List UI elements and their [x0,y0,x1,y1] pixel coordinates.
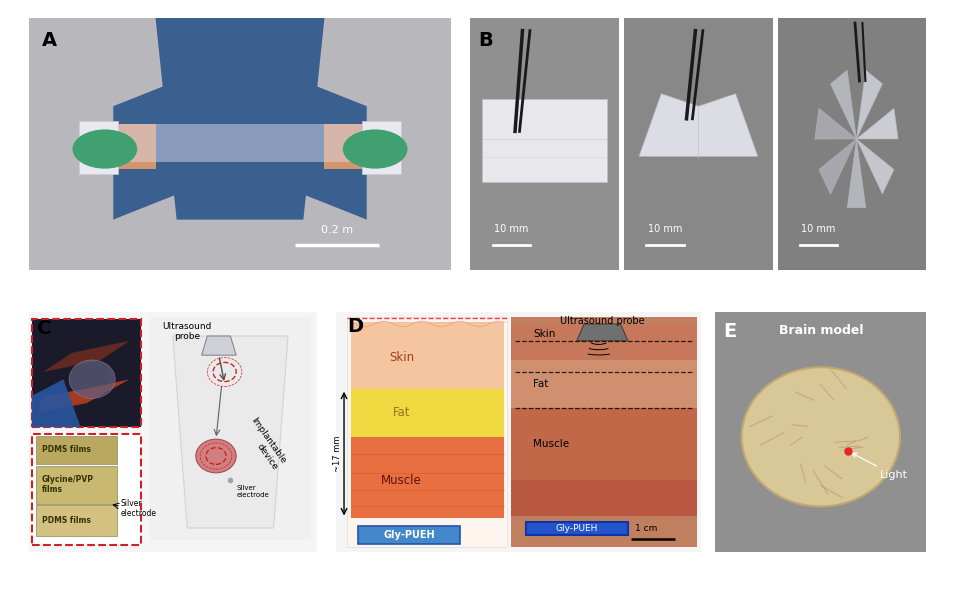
Polygon shape [715,312,926,552]
Polygon shape [303,81,367,220]
Polygon shape [470,18,619,270]
Text: Skin: Skin [389,351,414,364]
Polygon shape [80,121,117,174]
Polygon shape [624,18,773,270]
Text: A: A [41,31,57,50]
Text: Skin: Skin [533,329,556,338]
Text: Silver
electrode: Silver electrode [121,499,156,518]
Text: ~17 mm: ~17 mm [333,436,343,472]
Text: Ultrasound
probe: Ultrasound probe [162,322,212,341]
Polygon shape [511,317,697,547]
Text: PDMS films: PDMS films [42,445,90,455]
Text: Light: Light [852,453,908,480]
Polygon shape [511,324,697,360]
Polygon shape [482,98,608,182]
Polygon shape [173,336,288,528]
Text: Muscle: Muscle [533,439,569,449]
Circle shape [69,360,115,398]
Polygon shape [350,389,504,437]
Polygon shape [815,109,856,139]
Polygon shape [29,18,451,270]
Polygon shape [511,408,697,480]
FancyBboxPatch shape [36,436,116,464]
Polygon shape [92,124,156,169]
Text: E: E [724,322,737,341]
Text: 1 cm: 1 cm [636,524,658,533]
Polygon shape [32,379,81,427]
Text: 10 mm: 10 mm [648,224,683,234]
Text: 10 mm: 10 mm [802,224,836,234]
Circle shape [73,130,136,168]
Text: Silver
electrode: Silver electrode [236,485,269,498]
Polygon shape [856,108,899,139]
Polygon shape [577,324,628,341]
Polygon shape [847,139,866,208]
Text: Glycine/PVP
films: Glycine/PVP films [42,475,94,494]
FancyBboxPatch shape [526,522,628,535]
Polygon shape [37,379,130,413]
Polygon shape [35,322,138,425]
Ellipse shape [741,367,900,506]
Text: Ultrasound probe: Ultrasound probe [560,316,644,326]
Polygon shape [150,317,311,540]
Polygon shape [511,480,697,516]
Text: B: B [478,31,492,50]
FancyBboxPatch shape [36,466,116,504]
Polygon shape [156,18,324,220]
Polygon shape [347,317,508,547]
Polygon shape [80,124,400,161]
Polygon shape [350,437,504,518]
Polygon shape [511,360,697,408]
FancyBboxPatch shape [36,505,116,536]
Polygon shape [856,139,894,194]
Polygon shape [830,70,856,139]
FancyBboxPatch shape [358,526,460,544]
FancyBboxPatch shape [32,434,141,545]
Text: PDMS films: PDMS films [42,516,90,526]
Polygon shape [363,121,400,174]
Text: Fat: Fat [393,406,411,419]
Polygon shape [819,139,856,194]
Text: 0.2 m: 0.2 m [321,225,353,235]
Polygon shape [639,94,758,157]
Polygon shape [350,322,504,389]
Text: Implantable
device: Implantable device [241,416,288,472]
Polygon shape [32,319,141,427]
Polygon shape [856,70,882,139]
Text: Brain model: Brain model [779,324,863,337]
Polygon shape [778,18,926,270]
Text: D: D [347,317,363,336]
Polygon shape [113,81,177,220]
Text: Gly-PUEH: Gly-PUEH [556,524,598,533]
Text: Muscle: Muscle [381,473,422,487]
Text: Fat: Fat [533,379,548,389]
Text: Gly-PUEH: Gly-PUEH [383,530,435,540]
Circle shape [344,130,407,168]
Polygon shape [43,341,130,372]
Text: 10 mm: 10 mm [494,224,529,234]
Polygon shape [202,336,236,355]
Circle shape [196,439,236,473]
Polygon shape [324,124,388,169]
Text: C: C [37,319,52,338]
